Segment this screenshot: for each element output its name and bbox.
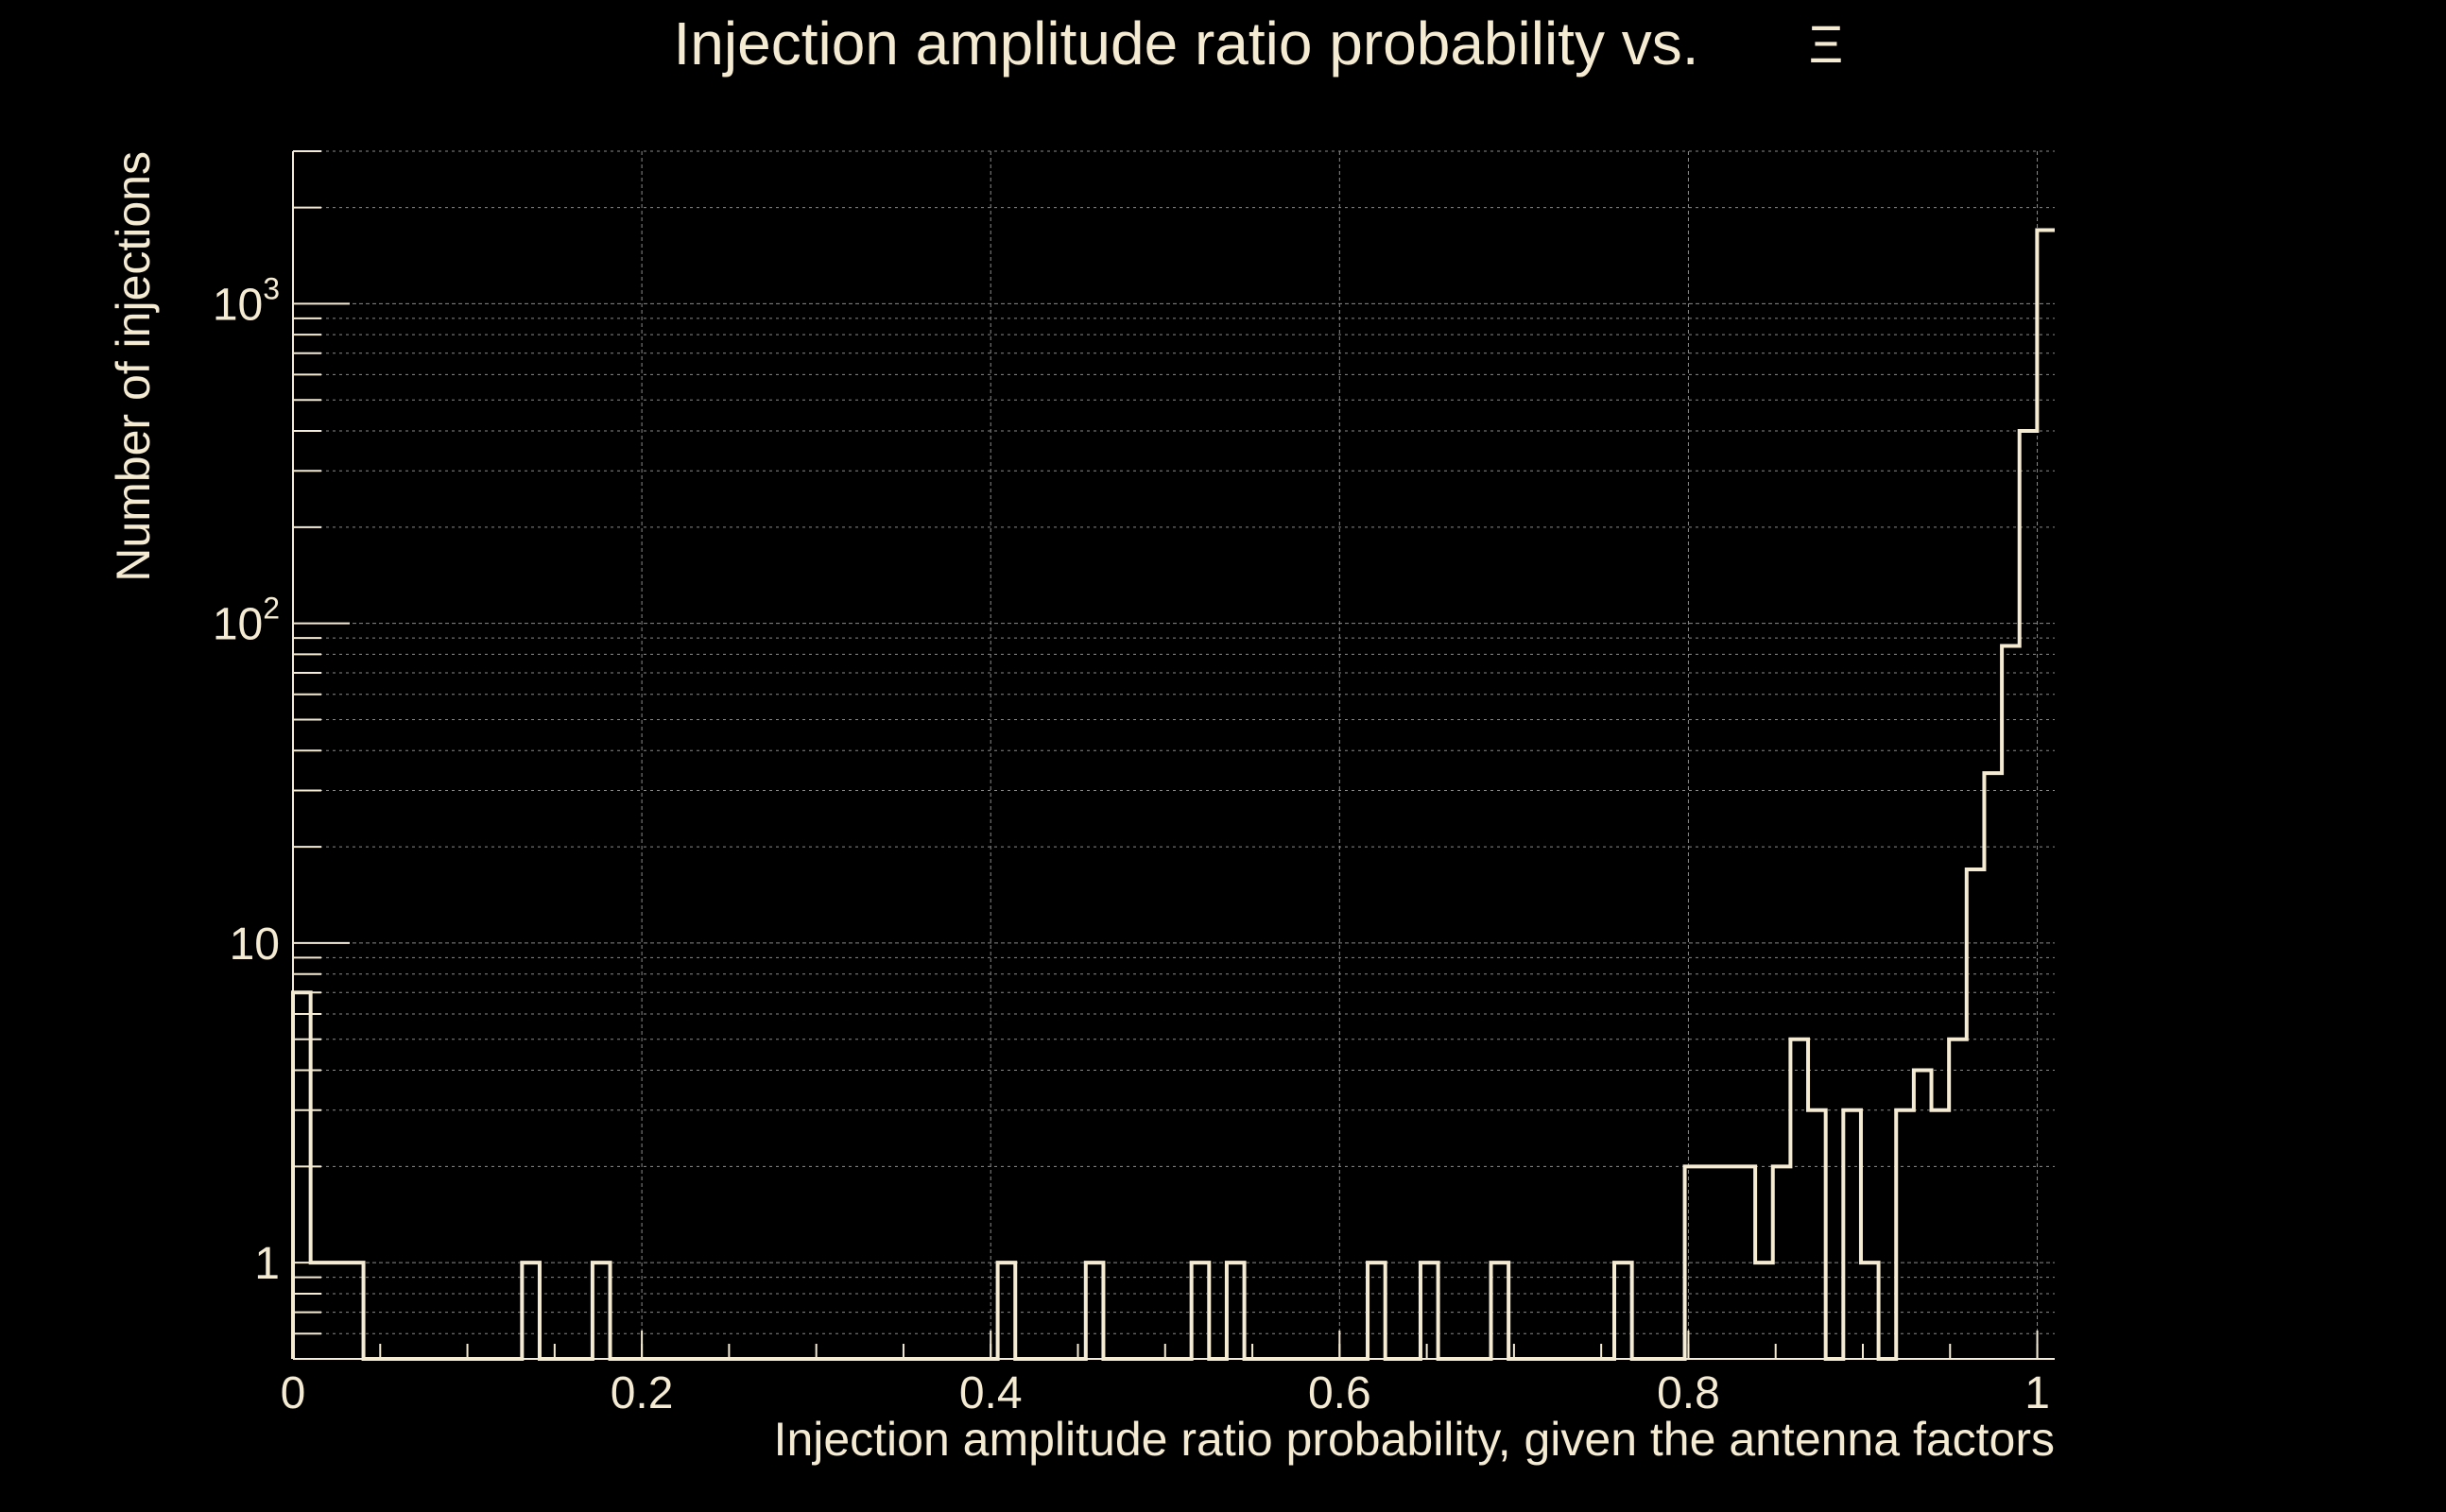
x-tick-label: 0.8 [1657,1368,1720,1418]
y-tick-exponent: 2 [263,592,280,626]
y-tick-label: 1 [254,1239,280,1289]
x-axis-label: Injection amplitude ratio probability, g… [774,1413,2055,1466]
x-tick-label: 1 [2024,1368,2050,1418]
y-tick-exponent: 3 [263,271,280,305]
y-tick-label: 10 [230,919,280,970]
y-tick-label: 102 [213,592,280,650]
y-axis-label: Number of injections [107,151,160,582]
tick-labels: 0 0.2 0.4 0.6 0.8 1 1 10 102 103 [213,271,2050,1418]
grid-lines [292,150,2055,1360]
title-xi-symbol: Ξ [1809,14,1843,74]
x-tick-label: 0.4 [959,1368,1023,1418]
histogram-step-line [291,228,2055,1361]
y-tick-label: 103 [213,271,280,330]
x-tick-label: 0 [281,1368,306,1418]
chart-title: Injection amplitude ratio probability vs… [674,9,1699,77]
x-tick-label: 0.6 [1308,1368,1371,1418]
axis-ticks [292,150,2055,1360]
x-tick-label: 0.2 [611,1368,674,1418]
